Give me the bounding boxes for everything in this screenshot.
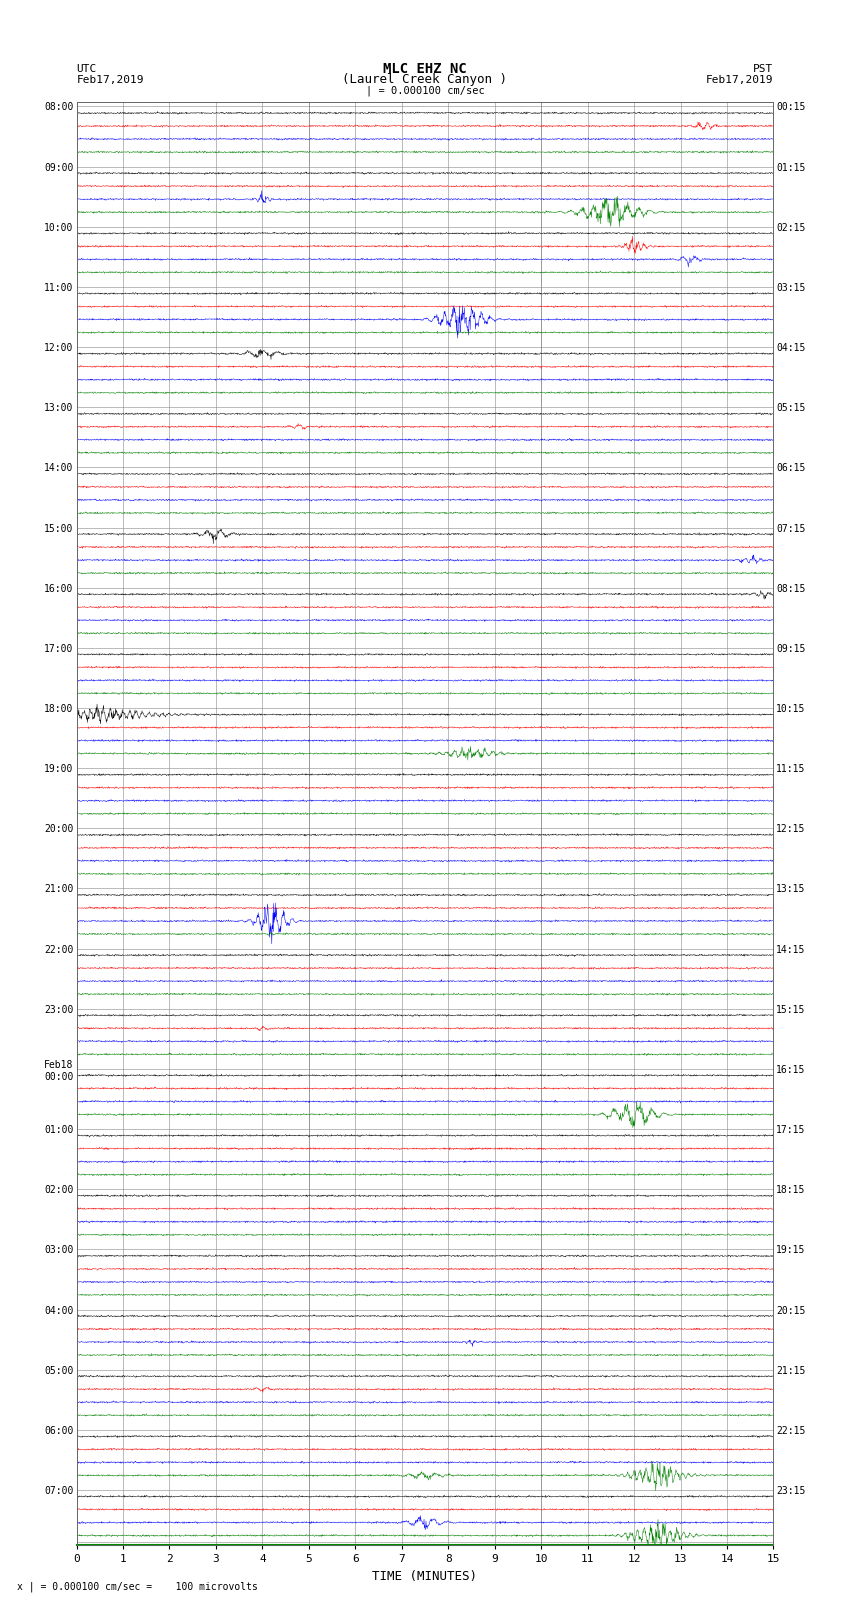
Text: MLC EHZ NC: MLC EHZ NC (383, 61, 467, 76)
Text: (Laurel Creek Canyon ): (Laurel Creek Canyon ) (343, 73, 507, 87)
X-axis label: TIME (MINUTES): TIME (MINUTES) (372, 1569, 478, 1582)
Text: UTC: UTC (76, 63, 97, 74)
Text: PST: PST (753, 63, 774, 74)
Text: x | = 0.000100 cm/sec =    100 microvolts: x | = 0.000100 cm/sec = 100 microvolts (17, 1582, 258, 1592)
Text: Feb17,2019: Feb17,2019 (706, 74, 774, 85)
Text: | = 0.000100 cm/sec: | = 0.000100 cm/sec (366, 85, 484, 97)
Text: Feb17,2019: Feb17,2019 (76, 74, 144, 85)
